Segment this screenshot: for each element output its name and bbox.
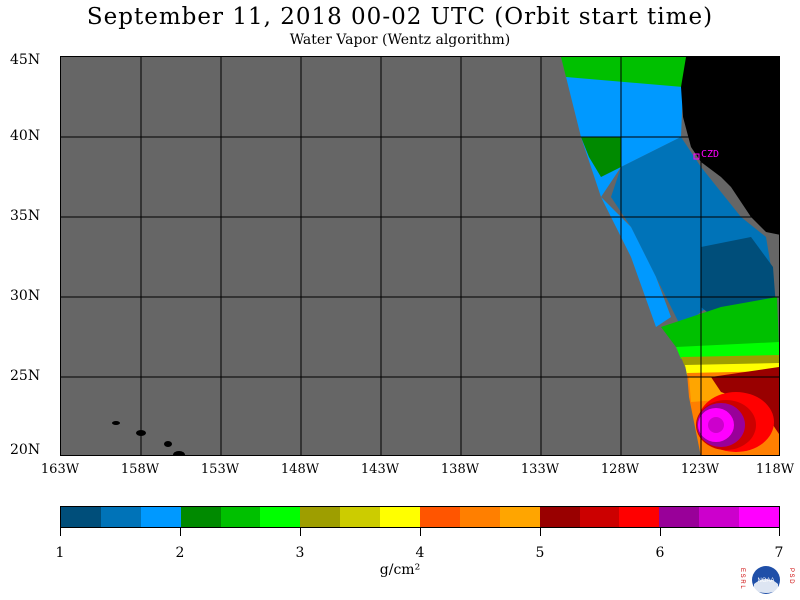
colorbar — [60, 506, 780, 528]
colorbar-swatch — [659, 507, 700, 527]
noaa-esrl-psd-logo: NOAA E S R L P S D — [739, 566, 794, 594]
colorbar-tick — [779, 528, 780, 536]
colorbar-swatch — [619, 507, 660, 527]
colorbar-label-1: 1 — [55, 545, 65, 561]
lon-label-143w: 143W — [360, 462, 400, 477]
swath-blue-mid — [601, 197, 671, 327]
swath-green-patch — [581, 137, 621, 177]
lat-label-30n: 30N — [10, 288, 41, 304]
lon-label-153w: 153W — [200, 462, 240, 477]
colorbar-swatch — [220, 507, 261, 527]
colorbar-swatch — [420, 507, 460, 527]
map-title: September 11, 2018 00-02 UTC (Orbit star… — [86, 4, 714, 30]
island-hawaii — [173, 451, 185, 455]
colorbar-label-3: 3 — [295, 545, 305, 561]
colorbar-swatch — [459, 507, 500, 527]
lon-label-133w: 133W — [520, 462, 560, 477]
colorbar-swatch — [340, 507, 381, 527]
colorbar-label-5: 5 — [535, 545, 545, 561]
lat-label-20n: 20N — [10, 442, 41, 458]
colorbar-swatch — [699, 507, 740, 527]
lat-label-25n: 25N — [10, 368, 41, 384]
island-kauai — [112, 421, 120, 425]
colorbar-swatch — [61, 507, 101, 527]
psd-letters: P S D — [788, 568, 794, 584]
map-svg: CZD — [61, 57, 779, 455]
colorbar-tick — [60, 528, 61, 536]
lon-label-163w: 163W — [40, 462, 80, 477]
lat-label-40n: 40N — [10, 128, 41, 144]
colorbar-label-2: 2 — [175, 545, 185, 561]
graticule — [61, 57, 779, 455]
lon-label-148w: 148W — [280, 462, 320, 477]
colorbar-tick — [660, 528, 661, 536]
colorbar-swatch — [739, 507, 780, 527]
colorbar-tick — [540, 528, 541, 536]
colorbar-tick — [180, 528, 181, 536]
colorbar-label-7: 7 — [774, 545, 784, 561]
colorbar-swatch — [300, 507, 341, 527]
lon-label-158w: 158W — [120, 462, 160, 477]
map-subtitle: Water Vapor (Wentz algorithm) — [289, 32, 511, 48]
swath-lightgreen — [676, 342, 779, 359]
esrl-letters: E S R L — [739, 568, 745, 589]
colorbar-label-4: 4 — [415, 545, 425, 561]
lon-label-128w: 128W — [600, 462, 640, 477]
colorbar-tick — [300, 528, 301, 536]
colorbar-swatch — [499, 507, 540, 527]
colorbar-tick — [420, 528, 421, 536]
swath-violet-center — [708, 417, 724, 433]
station-marker — [693, 153, 700, 160]
lat-label-35n: 35N — [10, 208, 41, 224]
colorbar-swatch — [140, 507, 181, 527]
colorbar-swatch — [180, 507, 221, 527]
island-maui — [164, 441, 172, 447]
colorbar-swatch — [539, 507, 580, 527]
lon-label-118w: 118W — [755, 462, 795, 477]
lon-label-123w: 123W — [680, 462, 720, 477]
colorbar-swatch — [100, 507, 141, 527]
swath-green-south — [661, 297, 779, 352]
land-north-america — [681, 57, 779, 235]
colorbar-swatch — [260, 507, 301, 527]
colorbar-units: g/cm² — [379, 562, 421, 578]
colorbar-swatch — [380, 507, 421, 527]
lat-label-45n: 45N — [10, 52, 41, 68]
colorbar-label-6: 6 — [655, 545, 665, 561]
noaa-logo-text: NOAA — [757, 578, 774, 584]
colorbar-swatch — [579, 507, 620, 527]
lon-label-138w: 138W — [440, 462, 480, 477]
water-vapor-map: CZD — [60, 56, 780, 456]
station-label: CZD — [701, 149, 719, 160]
